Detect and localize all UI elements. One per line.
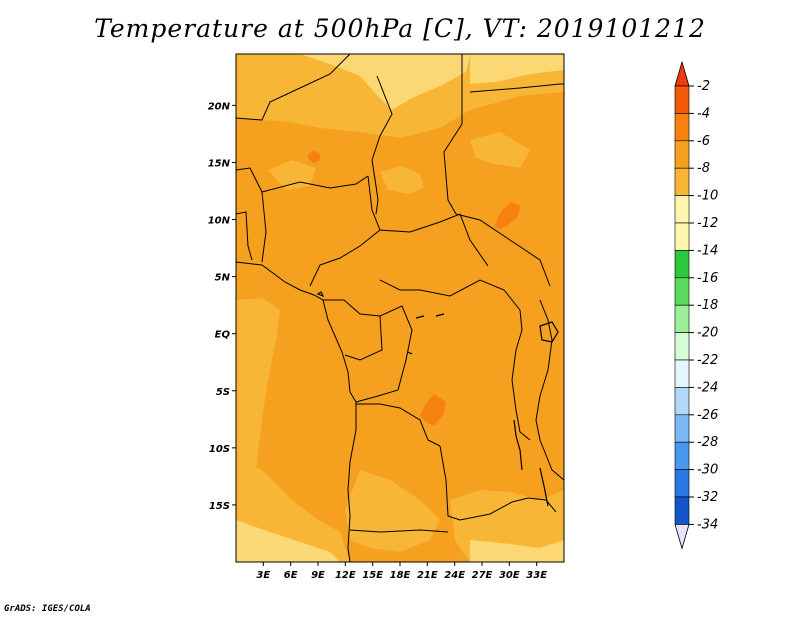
lat-tick-label: 10N bbox=[208, 216, 231, 227]
colorbar-label: -4 bbox=[697, 106, 710, 121]
lat-tick-label: 5N bbox=[215, 273, 231, 284]
border-angola-namibia bbox=[349, 529, 449, 533]
border-coastline-west bbox=[236, 261, 357, 562]
border-nigeria-west bbox=[261, 191, 267, 263]
colorbar-segment bbox=[674, 222, 690, 251]
colorbar-label: -30 bbox=[697, 463, 718, 478]
lon-tick-label: 6E bbox=[284, 570, 298, 581]
colorbar-segment bbox=[674, 113, 690, 142]
map-title: Temperature at 500hPa [C], VT: 201910121… bbox=[94, 14, 706, 43]
river-mark-2 bbox=[435, 313, 445, 317]
border-angola-zambia bbox=[439, 445, 513, 521]
country-borders bbox=[236, 54, 564, 562]
shade-nigeria-patch bbox=[380, 166, 424, 194]
border-chad-east bbox=[371, 75, 393, 215]
lat-tick-label: EQ bbox=[215, 330, 231, 341]
lon-tick-label: 9E bbox=[311, 570, 325, 581]
colorbar-label: -18 bbox=[697, 298, 718, 313]
border-east-african-lakes bbox=[535, 299, 564, 481]
colorbar-label: -22 bbox=[697, 353, 718, 368]
colorbar-label: -14 bbox=[697, 243, 718, 258]
shade-east-patch bbox=[470, 132, 530, 168]
colorbar-segment bbox=[674, 496, 690, 525]
border-north-sudan-egypt bbox=[469, 83, 564, 93]
colorbar-segment bbox=[674, 469, 690, 498]
congo-warm-spot bbox=[419, 393, 446, 426]
colorbar-segment bbox=[674, 277, 690, 306]
island-bioko bbox=[316, 291, 325, 298]
lon-tick-label: 30E bbox=[499, 570, 520, 581]
colorbar-label: -32 bbox=[697, 490, 718, 505]
lon-tick-label: 24E bbox=[444, 570, 465, 581]
grads-credit: GrADS: IGES/COLA bbox=[4, 604, 91, 614]
shade-southeast-cool bbox=[470, 540, 564, 562]
lon-tick-label: 15E bbox=[362, 570, 383, 581]
colorbar-label: -24 bbox=[697, 380, 718, 395]
colorbar-segment bbox=[674, 304, 690, 333]
border-drc-angola bbox=[356, 403, 441, 447]
border-car-drc bbox=[379, 279, 521, 311]
colorbar-segment bbox=[674, 387, 690, 416]
shade-southwest-cool bbox=[236, 520, 340, 562]
lon-tick-label: 3E bbox=[256, 570, 270, 581]
border-zambia-malawi bbox=[511, 497, 557, 513]
border-congo-drc bbox=[355, 305, 413, 403]
colorbar-label: -6 bbox=[697, 134, 710, 149]
colorbar-segment bbox=[674, 441, 690, 470]
colorbar-label: -16 bbox=[697, 271, 718, 286]
colorbar: -2 -4 -6 -8 -10 -12 -14 -16 -18 -20 -22 -24 -26 -28 -3… bbox=[674, 60, 718, 550]
chad-warm-spot bbox=[307, 150, 321, 163]
lat-tick-label: 5S bbox=[216, 387, 230, 398]
lat-tick-label: 10S bbox=[209, 444, 230, 455]
lon-tick-label: 27E bbox=[472, 570, 493, 581]
lake-tanganyika bbox=[513, 419, 523, 471]
lat-tick-label: 15S bbox=[209, 501, 230, 512]
river-mark-3 bbox=[407, 351, 413, 355]
colorbar-segment bbox=[674, 332, 690, 361]
colorbar-label: -2 bbox=[697, 79, 710, 94]
colorbar-top-arrow bbox=[674, 60, 690, 87]
border-drc-east bbox=[511, 309, 531, 441]
shade-northeast-cold bbox=[470, 54, 564, 84]
colorbar-label: -28 bbox=[697, 435, 718, 450]
border-chad-west bbox=[236, 54, 351, 121]
border-south-sudan bbox=[455, 213, 551, 287]
lat-tick-label: 15N bbox=[208, 158, 231, 169]
lake-malawi bbox=[539, 467, 549, 507]
lat-tick-label: 20N bbox=[208, 101, 231, 112]
colorbar-label: -12 bbox=[697, 216, 718, 231]
colorbar-segment bbox=[674, 167, 690, 196]
lake-victoria bbox=[539, 321, 559, 343]
border-nigeria-cameroon bbox=[309, 175, 381, 287]
colorbar-label: -34 bbox=[697, 517, 718, 532]
colorbar-segment bbox=[674, 359, 690, 388]
lon-tick-label: 12E bbox=[335, 570, 356, 581]
colorbar-segment bbox=[674, 85, 690, 114]
colorbar-label: -20 bbox=[697, 326, 718, 341]
colorbar-label: -10 bbox=[697, 189, 718, 204]
colorbar-label: -26 bbox=[697, 408, 718, 423]
border-car-north bbox=[379, 213, 489, 267]
colorbar-label: -8 bbox=[697, 161, 710, 176]
colorbar-segment bbox=[674, 414, 690, 443]
river-mark-1 bbox=[415, 315, 425, 319]
border-benin-togo bbox=[236, 211, 253, 261]
latitude-axis: 20N 15N 10N 5N EQ 5S 10S 15S bbox=[208, 101, 236, 512]
lon-tick-label: 18E bbox=[390, 570, 411, 581]
temperature-field bbox=[236, 54, 564, 562]
colorbar-bottom-arrow bbox=[674, 524, 690, 550]
shade-far-north bbox=[300, 54, 470, 110]
border-mid-west bbox=[236, 167, 263, 193]
sudan-warm-spot bbox=[494, 201, 521, 230]
border-niger-nigeria bbox=[261, 175, 369, 193]
longitude-axis: 3E 6E 9E 12E 15E 18E 21E 24E 27E 30E 33E bbox=[256, 562, 547, 581]
colorbar-segment bbox=[674, 250, 690, 279]
lon-tick-label: 21E bbox=[417, 570, 438, 581]
border-sudan-chad bbox=[443, 54, 463, 215]
lon-tick-label: 33E bbox=[526, 570, 547, 581]
colorbar-segment bbox=[674, 140, 690, 169]
colorbar-segment bbox=[674, 195, 690, 224]
